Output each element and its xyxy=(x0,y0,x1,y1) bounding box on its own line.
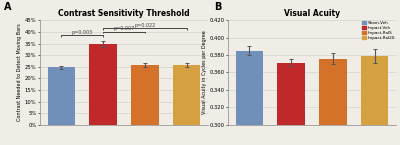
Title: Contrast Sensitivity Threshold: Contrast Sensitivity Threshold xyxy=(58,9,190,18)
Bar xyxy=(236,51,263,145)
Bar xyxy=(131,65,158,125)
Bar xyxy=(48,67,75,125)
Bar xyxy=(319,59,346,145)
Text: p=0.007: p=0.007 xyxy=(113,26,135,31)
Text: A: A xyxy=(4,2,12,12)
Y-axis label: Visual Acuity in Cycles per Degree: Visual Acuity in Cycles per Degree xyxy=(202,31,207,114)
Bar xyxy=(90,44,117,125)
Bar xyxy=(361,56,388,145)
Text: p=0.022: p=0.022 xyxy=(134,23,156,28)
Text: B: B xyxy=(214,2,221,12)
Bar xyxy=(173,65,200,125)
Title: Visual Acuity: Visual Acuity xyxy=(284,9,340,18)
Legend: Sham-Veh, Impact-Veh, Impact-RalS, Impact-Ral20: Sham-Veh, Impact-Veh, Impact-RalS, Impac… xyxy=(362,20,396,40)
Y-axis label: Contrast Needed to Detect Moving Bars: Contrast Needed to Detect Moving Bars xyxy=(17,24,22,121)
Bar xyxy=(278,63,305,145)
Text: p=0.003: p=0.003 xyxy=(72,30,93,35)
